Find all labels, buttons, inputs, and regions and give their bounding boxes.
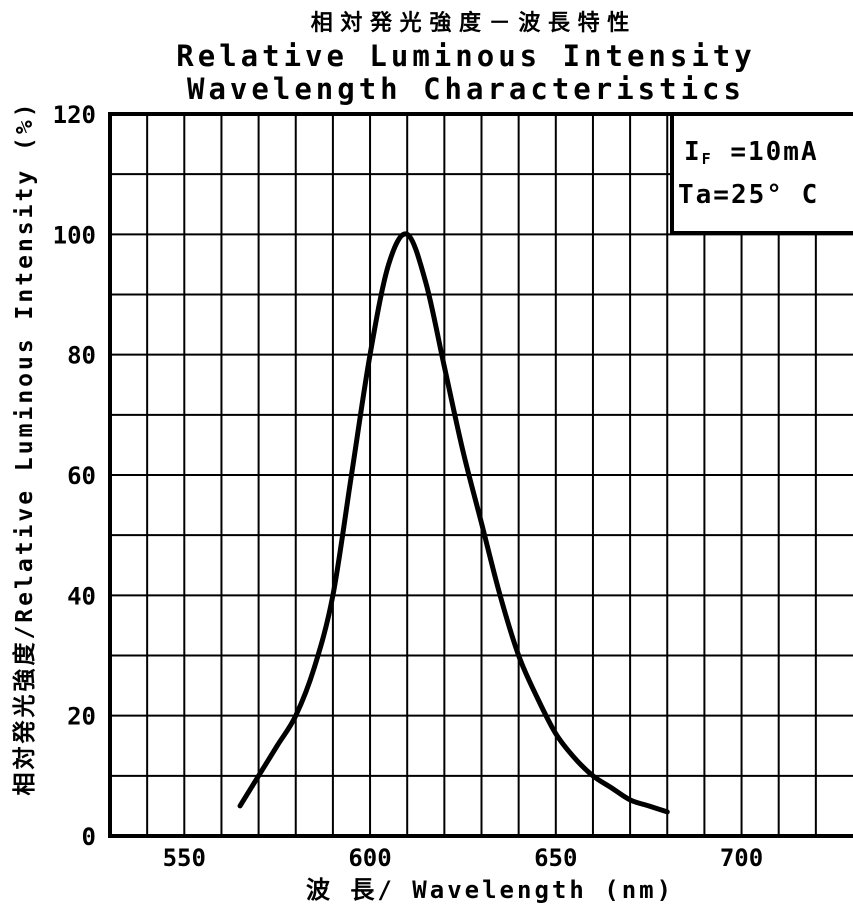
x-axis-label: 波 長/ Wavelength (nm) xyxy=(306,876,674,904)
condition-temperature: Ta=25° C xyxy=(678,180,819,210)
plot-frame xyxy=(108,112,853,838)
x-tick-label: 650 xyxy=(534,844,577,872)
condition-current-rest: =10mA xyxy=(713,137,819,167)
condition-current-main: I xyxy=(684,137,702,167)
y-tick-label: 100 xyxy=(53,221,96,249)
chart-title-line2: Wavelength Characteristics xyxy=(187,72,745,106)
x-tick-label: 700 xyxy=(720,844,763,872)
condition-current-sub: F xyxy=(702,150,713,168)
tick-labels: 0 20 40 60 80 100 120 550 600 650 700 xyxy=(53,101,764,872)
x-tick-label: 600 xyxy=(348,844,391,872)
y-axis-label: 相対発光強度/Relative Luminous Intensity (%) xyxy=(11,100,38,795)
series-line xyxy=(237,231,670,815)
x-tick-label: 550 xyxy=(163,844,206,872)
y-tick-label: 80 xyxy=(67,342,96,370)
chart-title-jp: 相 対 発 光 強 度 － 波 長 特 性 xyxy=(311,10,630,36)
y-tick-label: 20 xyxy=(67,703,96,731)
y-tick-label: 40 xyxy=(67,582,96,610)
conditions-box xyxy=(670,112,853,235)
chart-title-line1: Relative Luminous Intensity xyxy=(176,39,755,73)
condition-current: IF =10mA xyxy=(684,137,819,168)
y-tick-label: 120 xyxy=(53,101,96,129)
y-tick-label: 60 xyxy=(67,462,96,490)
y-tick-label: 0 xyxy=(82,823,96,851)
